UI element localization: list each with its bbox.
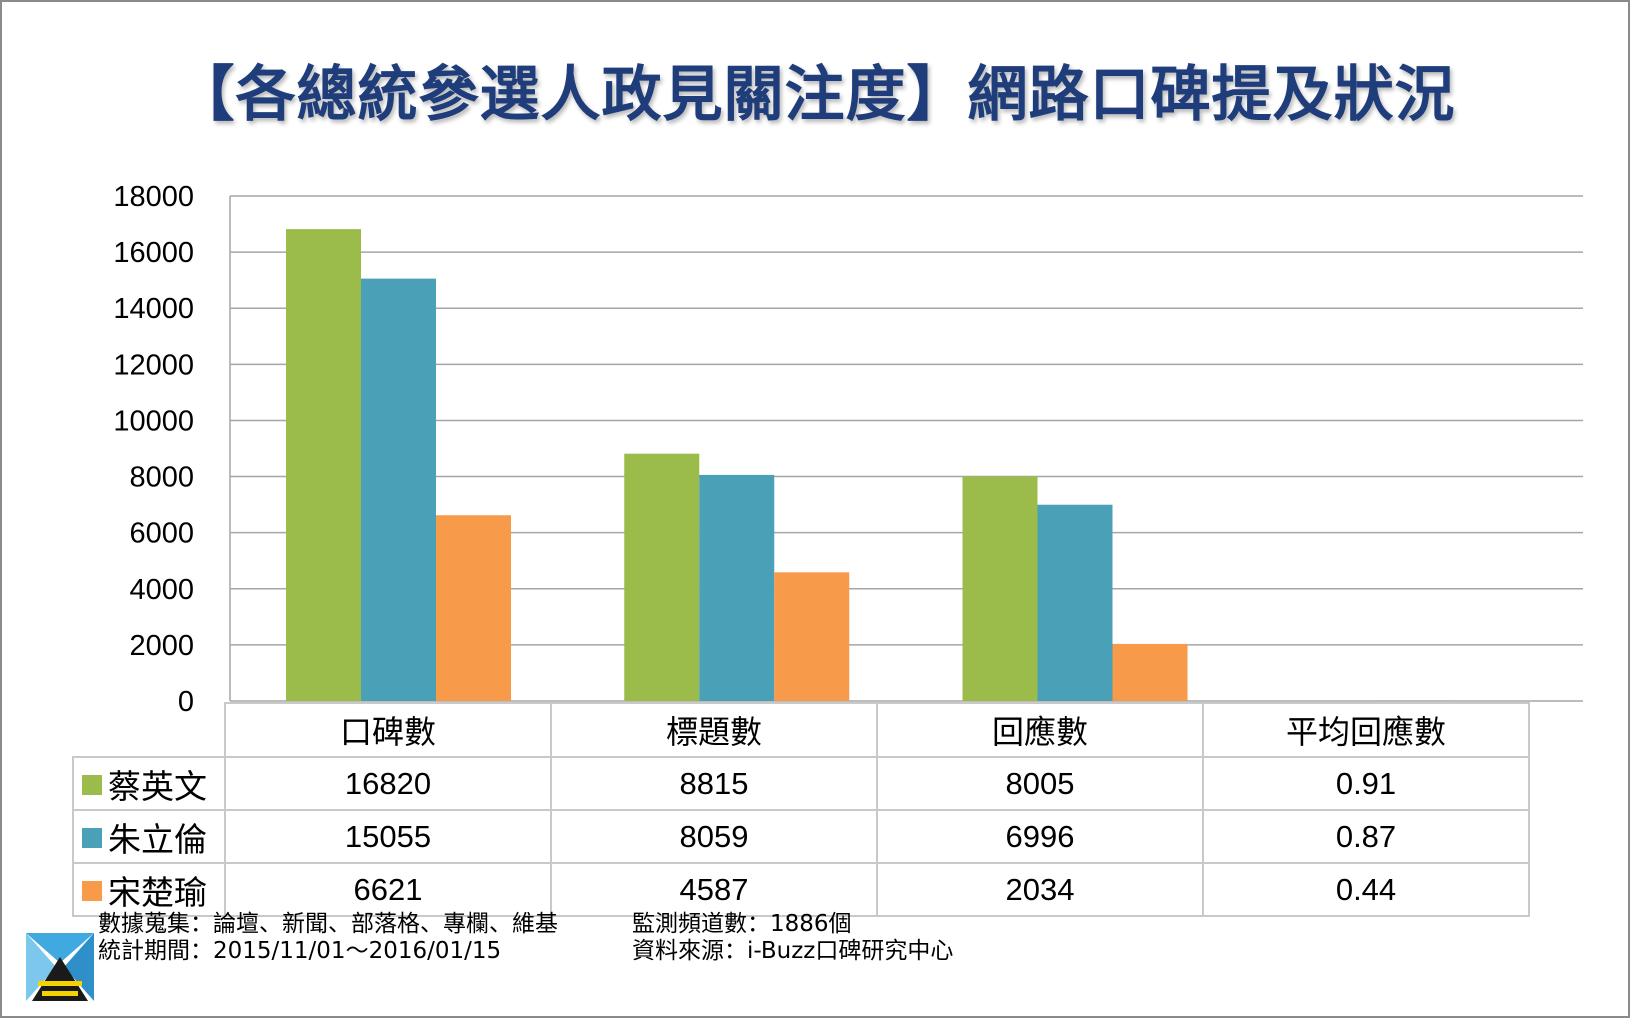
y-tick-label: 2000 [129, 630, 194, 662]
table-row: 蔡英文 16820 8815 8005 0.91 [72, 756, 1530, 811]
column-header: 回應數 [876, 702, 1204, 758]
table-cell: 16820 [224, 756, 552, 811]
legend-entry: 朱立倫 [72, 809, 226, 864]
table-cell: 0.87 [1202, 809, 1530, 864]
table-cell: 8815 [550, 756, 878, 811]
y-tick-label: 18000 [113, 181, 194, 213]
y-tick-label: 6000 [129, 518, 194, 550]
table-cell: 8005 [876, 756, 1204, 811]
bar [962, 476, 1038, 701]
legend-swatch [82, 775, 102, 795]
table-cell: 8059 [550, 809, 878, 864]
footer-channel-count: 監測頻道數：1886個 [632, 911, 852, 937]
table-header-row: 口碑數 標題數 回應數 平均回應數 [73, 702, 1530, 758]
bar [436, 515, 511, 701]
bar [699, 474, 775, 701]
bar [286, 229, 361, 701]
column-header: 標題數 [550, 702, 878, 758]
y-tick-label: 10000 [113, 405, 194, 437]
bar [624, 453, 700, 701]
footer-source: 資料來源：i-Buzz口碑研究中心 [632, 938, 954, 964]
table-cell: 15055 [224, 809, 552, 864]
bar [1112, 643, 1188, 701]
data-table: 口碑數 標題數 回應數 平均回應數 蔡英文 16820 8815 8005 0.… [72, 702, 1530, 917]
bar [1037, 504, 1113, 701]
bar [361, 278, 436, 701]
column-header: 口碑數 [224, 702, 552, 758]
ibuzz-logo [26, 933, 94, 1001]
legend-entry: 蔡英文 [72, 756, 226, 811]
bar [774, 572, 850, 701]
y-tick-label: 12000 [113, 349, 194, 381]
legend-swatch [82, 881, 102, 901]
column-header: 平均回應數 [1202, 702, 1530, 758]
table-row: 朱立倫 15055 8059 6996 0.87 [72, 809, 1530, 864]
table-row: 宋楚瑜 6621 4587 2034 0.44 [72, 862, 1530, 917]
chart-title: 【各總統參選人政見關注度】網路口碑提及狀況 [174, 60, 1456, 130]
legend-label: 朱立倫 [108, 819, 207, 859]
table-cell: 0.44 [1202, 862, 1530, 917]
footer-period: 統計期間：2015/11/01～2016/01/15 [98, 938, 502, 964]
table-cell: 0.91 [1202, 756, 1530, 811]
legend-entry: 宋楚瑜 [72, 862, 226, 917]
legend-swatch [82, 828, 102, 848]
y-tick-label: 8000 [129, 462, 194, 494]
table-corner [73, 703, 226, 758]
table-cell: 6996 [876, 809, 1204, 864]
y-tick-label: 4000 [129, 574, 194, 606]
legend-label: 宋楚瑜 [108, 872, 207, 912]
table-cell: 4587 [550, 862, 878, 917]
y-tick-label: 14000 [113, 293, 194, 325]
legend-label: 蔡英文 [108, 766, 207, 806]
table-cell: 6621 [224, 862, 552, 917]
footer-data-sources: 數據蒐集：論壇、新聞、部落格、專欄、維基 [98, 911, 558, 937]
table-cell: 2034 [876, 862, 1204, 917]
y-tick-label: 16000 [113, 237, 194, 269]
